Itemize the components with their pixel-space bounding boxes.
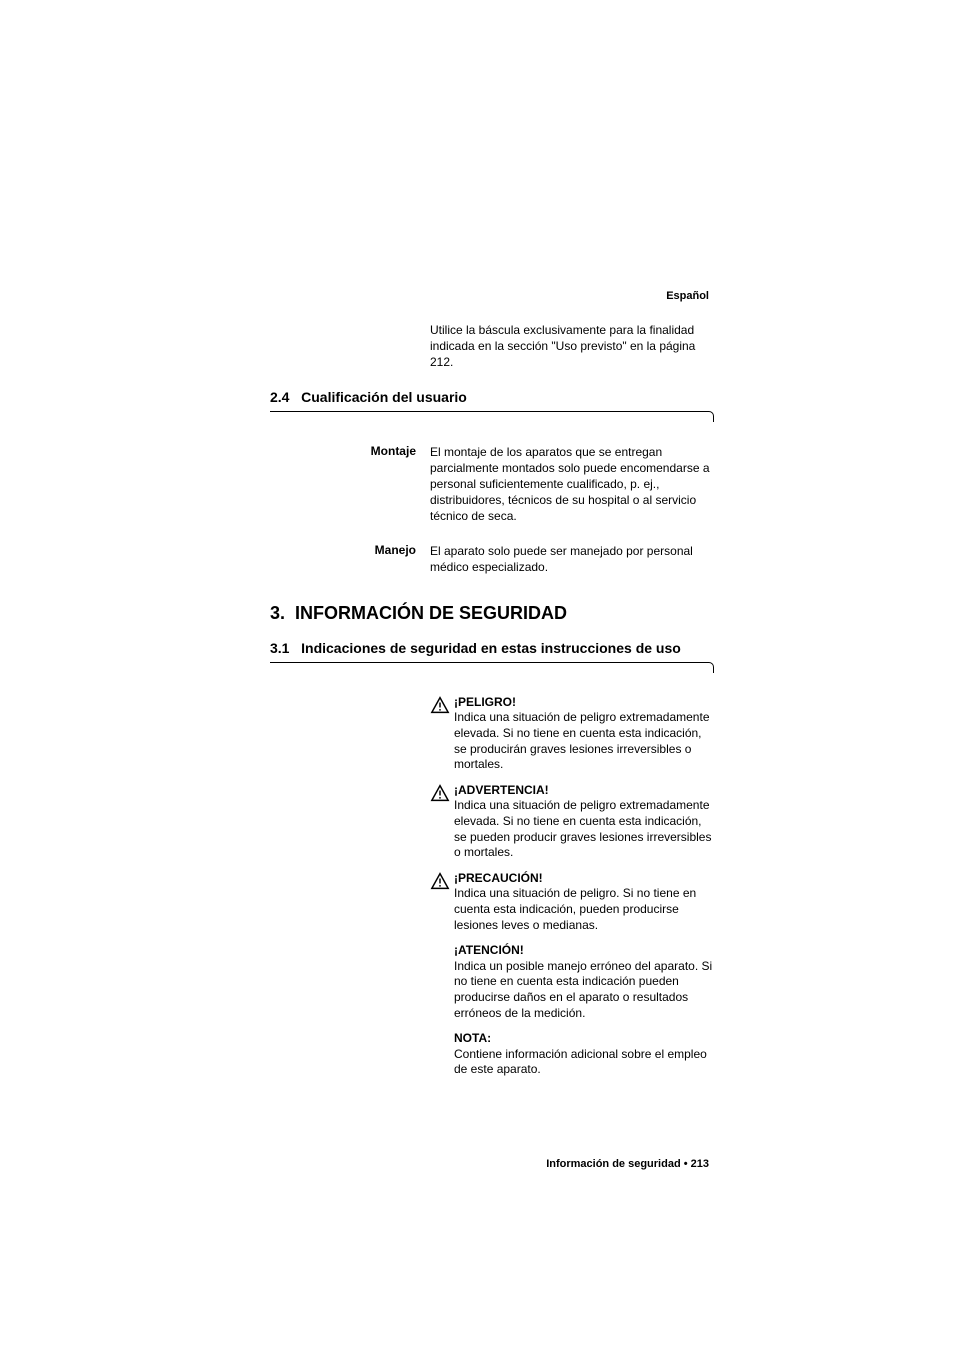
safety-atencion-title: ¡ATENCIÓN!	[454, 943, 524, 957]
safety-atencion-text: ¡ATENCIÓN! Indica un posible manejo erró…	[454, 943, 714, 1021]
safety-peligro-text: ¡PELIGRO! Indica una situación de peligr…	[454, 695, 714, 773]
manejo-body: El aparato solo puede ser manejado por p…	[430, 543, 714, 575]
warning-triangle-icon	[430, 783, 454, 861]
section-3-title: INFORMACIÓN DE SEGURIDAD	[295, 603, 567, 623]
safety-peligro-body: Indica una situación de peligro extremad…	[454, 710, 710, 771]
safety-precaucion: ¡PRECAUCIÓN! Indica una situación de pel…	[430, 871, 714, 933]
safety-precaucion-body: Indica una situación de peligro. Si no t…	[454, 886, 696, 931]
section-3-1-title: Indicaciones de seguridad en estas instr…	[301, 640, 681, 656]
section-3-1-rule	[270, 660, 714, 673]
manejo-block: Manejo El aparato solo puede ser manejad…	[270, 543, 714, 575]
section-2-4-heading: 2.4 Cualificación del usuario	[270, 389, 714, 405]
section-2-4-title: Cualificación del usuario	[301, 389, 467, 405]
safety-nota-title: NOTA:	[454, 1031, 491, 1045]
safety-advertencia-body: Indica una situación de peligro extremad…	[454, 798, 711, 859]
rule-hook	[701, 662, 714, 673]
safety-peligro-title: ¡PELIGRO!	[454, 695, 516, 709]
rule-line	[270, 662, 701, 663]
rule-line	[270, 411, 701, 412]
safety-precaucion-title: ¡PRECAUCIÓN!	[454, 871, 543, 885]
montaje-body: El montaje de los aparatos que se entreg…	[430, 444, 714, 525]
safety-advertencia-text: ¡ADVERTENCIA! Indica una situación de pe…	[454, 783, 714, 861]
section-2-4-number: 2.4	[270, 389, 289, 405]
section-3-heading: 3. INFORMACIÓN DE SEGURIDAD	[270, 603, 714, 624]
safety-atencion-body: Indica un posible manejo erróneo del apa…	[454, 959, 712, 1020]
montaje-block: Montaje El montaje de los aparatos que s…	[270, 444, 714, 525]
rule-hook	[701, 411, 714, 422]
page-footer: Información de seguridad • 213	[546, 1158, 709, 1170]
safety-peligro: ¡PELIGRO! Indica una situación de peligr…	[430, 695, 714, 773]
safety-precaucion-text: ¡PRECAUCIÓN! Indica una situación de pel…	[454, 871, 714, 933]
safety-atencion: ¡ATENCIÓN! Indica un posible manejo erró…	[430, 943, 714, 1021]
section-3-1-number: 3.1	[270, 640, 289, 656]
manejo-label: Manejo	[270, 543, 430, 575]
safety-nota-text: NOTA: Contiene información adicional sob…	[454, 1031, 714, 1078]
montaje-label: Montaje	[270, 444, 430, 525]
safety-nota-body: Contiene información adicional sobre el …	[454, 1047, 707, 1077]
intro-paragraph: Utilice la báscula exclusivamente para l…	[430, 322, 714, 371]
section-2-4-rule	[270, 409, 714, 422]
warning-triangle-icon	[430, 695, 454, 773]
safety-advertencia-title: ¡ADVERTENCIA!	[454, 783, 549, 797]
safety-nota: NOTA: Contiene información adicional sob…	[430, 1031, 714, 1078]
page-content: Utilice la báscula exclusivamente para l…	[0, 0, 954, 1078]
section-3-number: 3.	[270, 603, 285, 623]
safety-advertencia: ¡ADVERTENCIA! Indica una situación de pe…	[430, 783, 714, 861]
warning-triangle-icon	[430, 871, 454, 933]
section-3-1-heading: 3.1 Indicaciones de seguridad en estas i…	[270, 640, 714, 656]
